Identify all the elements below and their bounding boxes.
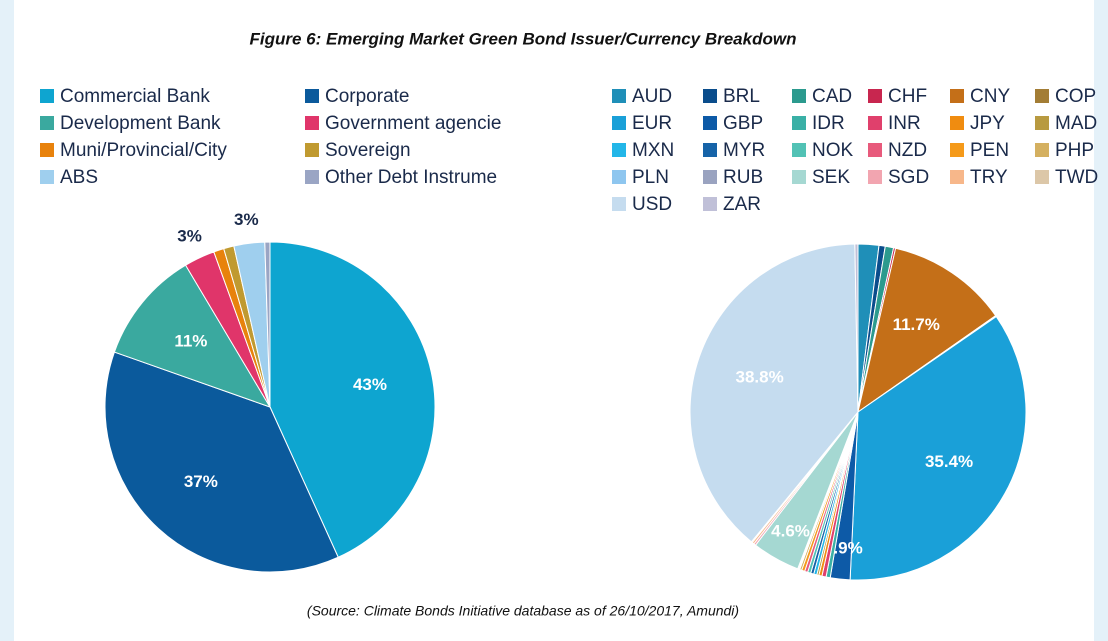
legend-label: MXN <box>632 140 674 161</box>
data-label: 43% <box>353 375 387 394</box>
figure-title: Figure 6: Emerging Market Green Bond Iss… <box>250 29 797 48</box>
legend-swatch <box>703 89 717 103</box>
data-label: 4.6% <box>771 522 810 541</box>
legend-swatch <box>1035 170 1049 184</box>
legend-swatch <box>868 116 882 130</box>
legend-label: MAD <box>1055 113 1097 134</box>
legend-swatch <box>703 116 717 130</box>
pie-slice <box>269 241 436 558</box>
legend-label: BRL <box>723 86 760 107</box>
pie-slice <box>113 264 272 408</box>
legend-label: CAD <box>812 86 852 107</box>
legend-label: MYR <box>723 140 765 161</box>
legend-swatch <box>305 170 319 184</box>
legend-label: IDR <box>812 113 845 134</box>
legend-swatch <box>792 89 806 103</box>
legend-swatch <box>868 143 882 157</box>
legend-label: ZAR <box>723 194 761 215</box>
legend-swatch <box>305 89 319 103</box>
legend-label: JPY <box>970 113 1005 134</box>
legend-swatch <box>868 170 882 184</box>
legend-label: RUB <box>723 167 763 188</box>
legend-label: Other Debt Instrume <box>325 167 497 188</box>
legend-swatch <box>305 143 319 157</box>
legend-swatch <box>612 116 626 130</box>
pie-slice <box>854 243 859 413</box>
legend-swatch <box>703 170 717 184</box>
legend-swatch <box>703 197 717 211</box>
data-label: 37% <box>184 472 218 491</box>
legend-swatch <box>792 143 806 157</box>
data-label: 11% <box>174 332 207 351</box>
legend-label: SEK <box>812 167 850 188</box>
pie-slice <box>264 241 271 408</box>
legend-label: TWD <box>1055 167 1098 188</box>
pie-slice <box>689 243 859 543</box>
legend-label: TRY <box>970 167 1008 188</box>
data-label: 3% <box>234 210 259 229</box>
legend-label: Corporate <box>325 86 410 107</box>
legend-label: PLN <box>632 167 669 188</box>
legend-swatch <box>950 89 964 103</box>
pie-slice <box>857 247 997 414</box>
legend-swatch <box>40 116 54 130</box>
legend-label: COP <box>1055 86 1096 107</box>
legend-swatch <box>950 143 964 157</box>
legend-label: PHP <box>1055 140 1094 161</box>
data-label: 3% <box>177 226 202 245</box>
legend-label: PEN <box>970 140 1009 161</box>
legend-swatch <box>40 170 54 184</box>
legend-label: EUR <box>632 113 672 134</box>
legend-swatch <box>612 197 626 211</box>
legend-label: CNY <box>970 86 1010 107</box>
legend-label: NOK <box>812 140 854 161</box>
legend-swatch <box>1035 143 1049 157</box>
legend-label: INR <box>888 113 921 134</box>
legend-swatch <box>1035 89 1049 103</box>
legend-label: NZD <box>888 140 927 161</box>
legend-swatch <box>612 89 626 103</box>
data-label: 38.8% <box>736 367 784 386</box>
legend-swatch <box>612 170 626 184</box>
legend-swatch <box>792 116 806 130</box>
legend-label: Commercial Bank <box>60 86 210 107</box>
legend-label: Muni/Provincial/City <box>60 140 227 161</box>
data-label: 11.7% <box>893 315 940 334</box>
data-label: 35.4% <box>925 452 973 471</box>
legend-label: SGD <box>888 167 929 188</box>
legend-swatch <box>703 143 717 157</box>
legend-swatch <box>1035 116 1049 130</box>
legend-label: ABS <box>60 167 98 188</box>
legend-label: AUD <box>632 86 672 107</box>
legend-label: Sovereign <box>325 140 411 161</box>
legend-swatch <box>950 170 964 184</box>
legend-swatch <box>950 116 964 130</box>
pie-slice <box>849 315 1027 581</box>
legend-swatch <box>305 116 319 130</box>
legend-swatch <box>40 89 54 103</box>
legend-label: CHF <box>888 86 927 107</box>
pie-slice <box>104 351 339 573</box>
legend-label: USD <box>632 194 672 215</box>
legend-swatch <box>40 143 54 157</box>
legend-swatch <box>792 170 806 184</box>
legend-label: Government agencie <box>325 113 501 134</box>
legend-swatch <box>612 143 626 157</box>
legend-label: Development Bank <box>60 113 221 134</box>
legend-swatch <box>868 89 882 103</box>
legend-label: GBP <box>723 113 763 134</box>
source-note: (Source: Climate Bonds Initiative databa… <box>307 603 739 619</box>
